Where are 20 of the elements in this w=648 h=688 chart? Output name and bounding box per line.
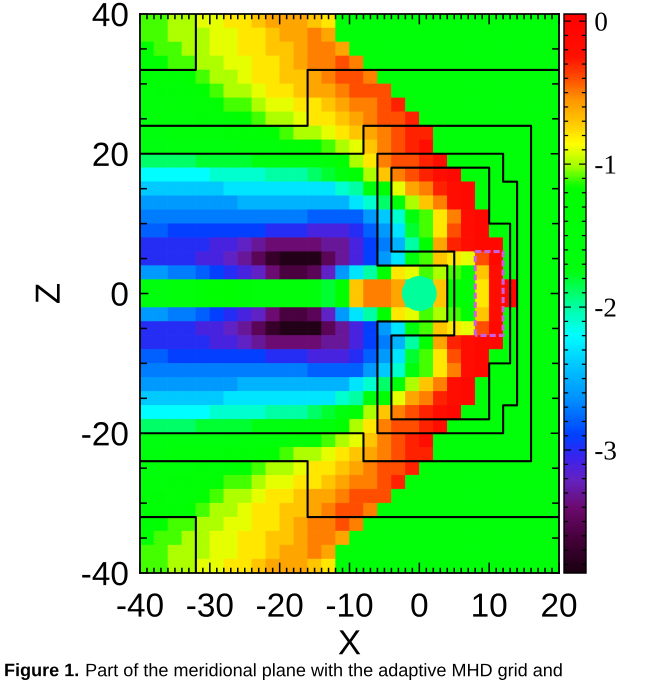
caption: Figure 1. bbox=[5, 663, 78, 680]
color-bar-label: 0 bbox=[595, 12, 607, 31]
y-axis-title: Z bbox=[36, 284, 60, 304]
color-bar-label: -3 bbox=[595, 442, 616, 460]
text: Part of the meridional plane with the adaptive MHD grid and bbox=[86, 663, 562, 680]
color-bar-label: -2 bbox=[595, 298, 616, 316]
y-tick-label: -20 bbox=[82, 422, 128, 446]
y-tick-label: 0 bbox=[112, 282, 128, 306]
x-tick-label: 10 bbox=[473, 593, 506, 617]
y-tick-label: -40 bbox=[82, 562, 128, 586]
x-tick-label: 0 bbox=[411, 593, 428, 617]
x-tick-label: -10 bbox=[326, 593, 372, 617]
x-tick-label: -30 bbox=[187, 593, 233, 617]
x-tick-label: -20 bbox=[257, 593, 302, 617]
x-axis-title: X bbox=[338, 630, 360, 654]
color-bar-label: -1 bbox=[595, 156, 616, 174]
x-tick-label: 20 bbox=[542, 593, 576, 617]
x-tick-label: -40 bbox=[117, 593, 163, 617]
y-tick-label: 40 bbox=[92, 2, 128, 26]
y-tick-label: 20 bbox=[93, 142, 128, 166]
